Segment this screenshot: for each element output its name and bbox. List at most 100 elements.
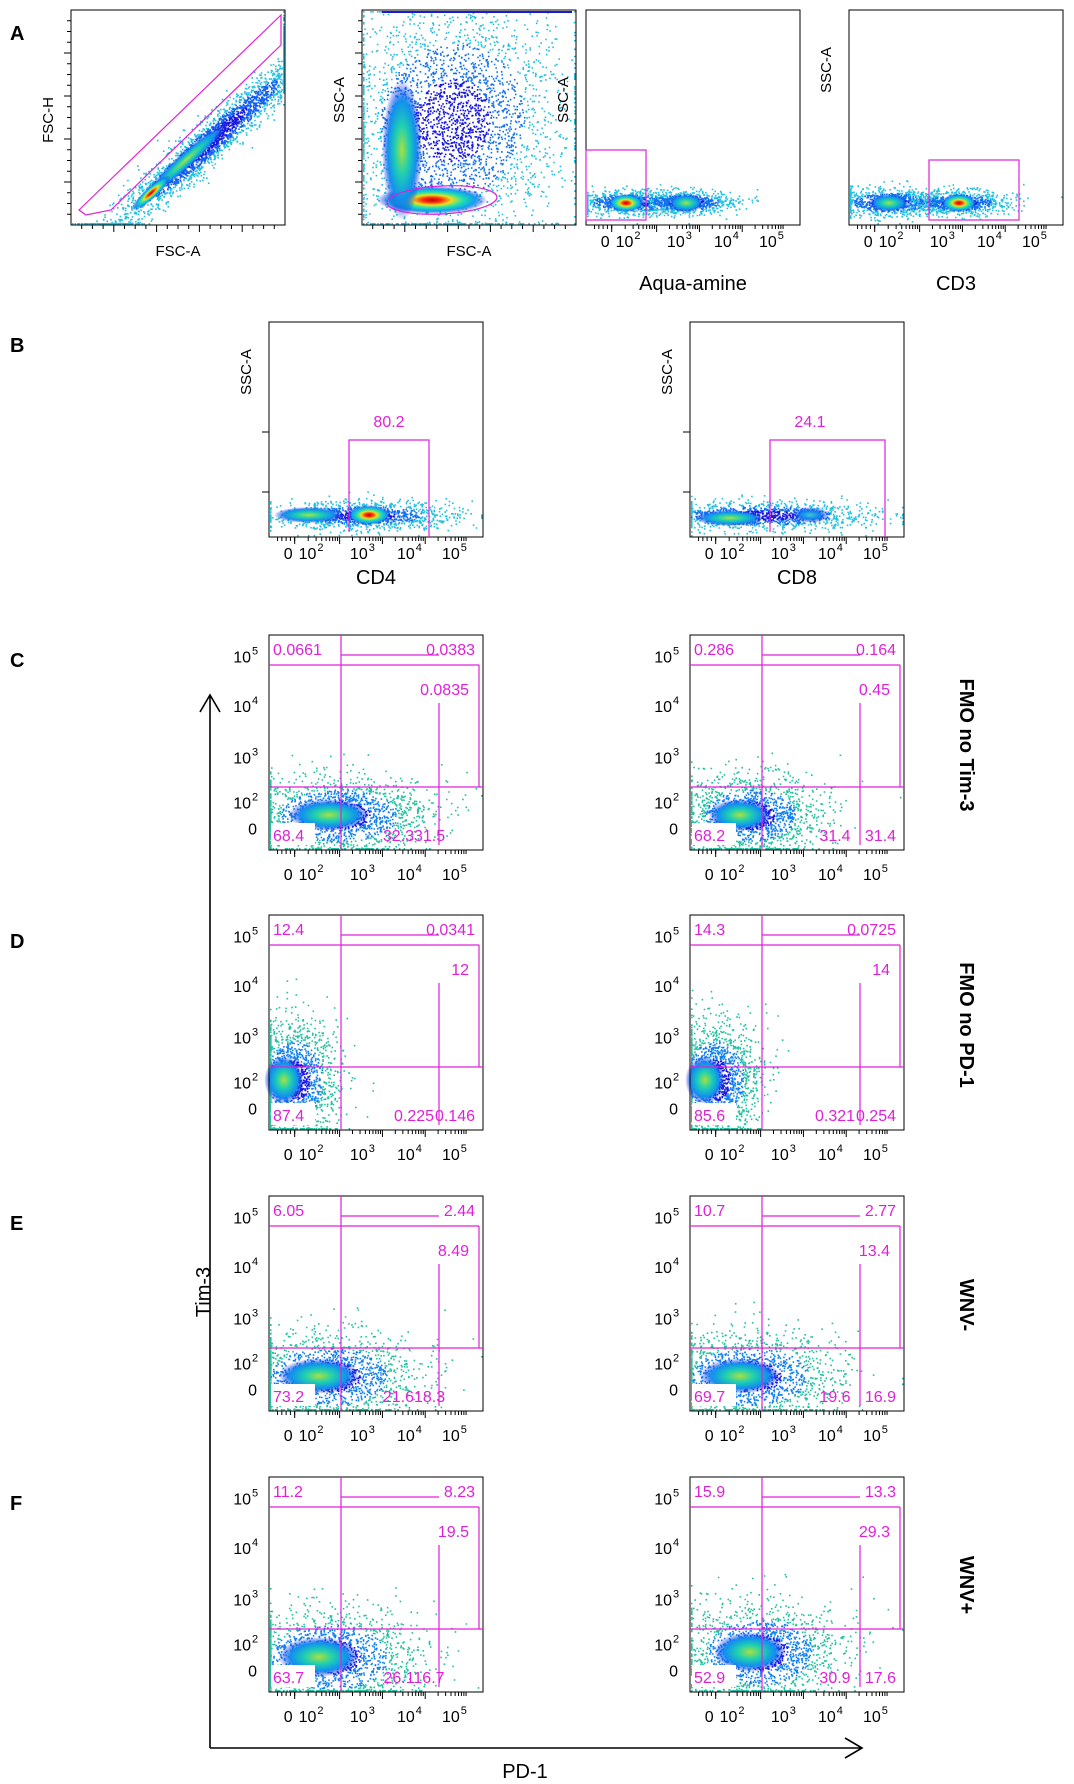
x-tick-label: 10 — [720, 867, 738, 884]
x-tick-label: 10 — [667, 234, 685, 251]
x-tick-label-exponent: 3 — [369, 1705, 375, 1717]
x-axis-label: CD3 — [936, 273, 976, 295]
label-bg — [271, 823, 315, 845]
y-tick-label-exponent: 4 — [673, 695, 679, 707]
gate-polygon — [78, 13, 282, 216]
y-axis-label: SSC-A — [555, 77, 572, 123]
x-tick-label: 10 — [350, 867, 368, 884]
quadrant-value: 30.9 — [819, 1670, 850, 1687]
y-tick-label: 10 — [233, 1312, 251, 1329]
quadrant-value: 2.44 — [444, 1203, 475, 1220]
y-tick-label-exponent: 3 — [252, 1027, 258, 1039]
x-tick-label: 0 — [601, 234, 610, 251]
x-tick-label-exponent: 2 — [317, 542, 323, 554]
x-tick-label: 10 — [616, 234, 634, 251]
x-tick-label: 10 — [771, 1709, 789, 1726]
x-tick-label-exponent: 3 — [369, 1424, 375, 1436]
y-tick-label-exponent: 3 — [252, 1589, 258, 1601]
y-tick-label-exponent: 5 — [673, 926, 679, 938]
x-axis-label: CD4 — [356, 567, 396, 589]
quadrant-value: 8.23 — [444, 1484, 475, 1501]
y-tick-label-exponent: 3 — [673, 747, 679, 759]
quadrant-value: 0.146 — [435, 1108, 475, 1125]
x-tick-label-exponent: 4 — [416, 863, 422, 875]
density-core — [608, 194, 644, 212]
x-ticks — [698, 1130, 888, 1137]
x-tick-label-exponent: 3 — [790, 1424, 796, 1436]
x-tick-label: 10 — [397, 1428, 415, 1445]
row-label-C: FMO no Tim-3 — [955, 679, 977, 812]
x-tick-label-exponent: 2 — [897, 230, 903, 242]
panel-letter-F: F — [10, 1493, 22, 1515]
x-tick-label: 10 — [299, 867, 317, 884]
y-tick-label-exponent: 5 — [252, 1207, 258, 1219]
x-axis-label: FSC-A — [447, 243, 492, 260]
density-core — [668, 194, 704, 212]
y-tick-label: 0 — [248, 1102, 257, 1119]
quadrant-value: 0.225 — [394, 1108, 434, 1125]
x-tick-label: 10 — [720, 546, 738, 563]
quadrant-value: 68.2 — [694, 828, 725, 845]
x-tick-label-exponent: 4 — [837, 863, 843, 875]
x-tick-label: 10 — [720, 1709, 738, 1726]
event-dots — [691, 752, 902, 850]
y-tick-label: 10 — [233, 1076, 251, 1093]
quadrant-value: 21.618.3 — [383, 1389, 445, 1406]
x-tick-label: 10 — [759, 234, 777, 251]
x-tick-label-exponent: 5 — [461, 1424, 467, 1436]
y-tick-label-exponent: 5 — [673, 1488, 679, 1500]
y-tick-label-exponent: 2 — [252, 1072, 258, 1084]
x-tick-label: 10 — [442, 1709, 460, 1726]
x-tick-label: 10 — [299, 1709, 317, 1726]
y-tick-label: 10 — [233, 1357, 251, 1374]
x-tick-label: 10 — [879, 234, 897, 251]
density-core — [382, 80, 422, 220]
x-ticks — [698, 537, 888, 544]
y-tick-label: 10 — [654, 1312, 672, 1329]
quadrant-value: 0.0835 — [420, 682, 469, 699]
y-tick-label: 10 — [654, 1593, 672, 1610]
density-core — [264, 1056, 304, 1104]
x-ticks — [857, 225, 1047, 232]
y-tick-label-exponent: 5 — [252, 926, 258, 938]
x-tick-label-exponent: 5 — [778, 230, 784, 242]
density-core — [274, 507, 344, 523]
y-axis-label: SSC-A — [818, 47, 835, 93]
quadrant-value: 73.2 — [273, 1389, 304, 1406]
x-tick-label: 0 — [284, 546, 293, 563]
y-tick-label: 10 — [654, 1260, 672, 1277]
y-tick-label: 0 — [248, 1383, 257, 1400]
x-tick-label: 10 — [350, 546, 368, 563]
y-tick-label-exponent: 3 — [252, 1308, 258, 1320]
y-tick-label-exponent: 3 — [673, 1308, 679, 1320]
x-tick-label-exponent: 4 — [837, 1705, 843, 1717]
x-tick-label-exponent: 3 — [369, 863, 375, 875]
x-tick-label-exponent: 5 — [882, 542, 888, 554]
x-tick-label: 10 — [350, 1428, 368, 1445]
x-tick-label: 10 — [720, 1428, 738, 1445]
quadrant-value: 52.9 — [694, 1670, 725, 1687]
x-tick-label-exponent: 3 — [790, 863, 796, 875]
row-label-E: WNV- — [955, 1279, 977, 1331]
x-ticks — [698, 1411, 888, 1418]
y-tick-label: 10 — [233, 930, 251, 947]
x-tick-label: 0 — [284, 1428, 293, 1445]
y-tick-label-exponent: 2 — [673, 1072, 679, 1084]
gates-layer — [78, 11, 1020, 1759]
plot-frames-layer — [64, 9, 1064, 1699]
plot-D1-frame — [268, 914, 484, 1131]
x-tick-label-exponent: 3 — [790, 542, 796, 554]
y-tick-label: 10 — [654, 1541, 672, 1558]
x-tick-label: 10 — [977, 234, 995, 251]
y-tick-label: 10 — [233, 699, 251, 716]
quadrant-value: 14 — [872, 962, 890, 979]
y-tick-label: 10 — [654, 979, 672, 996]
quadrant-value: 85.6 — [694, 1108, 725, 1125]
panel-letter-C: C — [10, 650, 24, 672]
shared-y-axis-label: Tim-3 — [193, 1267, 215, 1317]
y-tick-label: 10 — [654, 1211, 672, 1228]
x-tick-label-exponent: 4 — [837, 1424, 843, 1436]
x-tick-label: 10 — [442, 1147, 460, 1164]
x-tick-label: 0 — [284, 867, 293, 884]
quadrant-value: 17.6 — [865, 1670, 896, 1687]
